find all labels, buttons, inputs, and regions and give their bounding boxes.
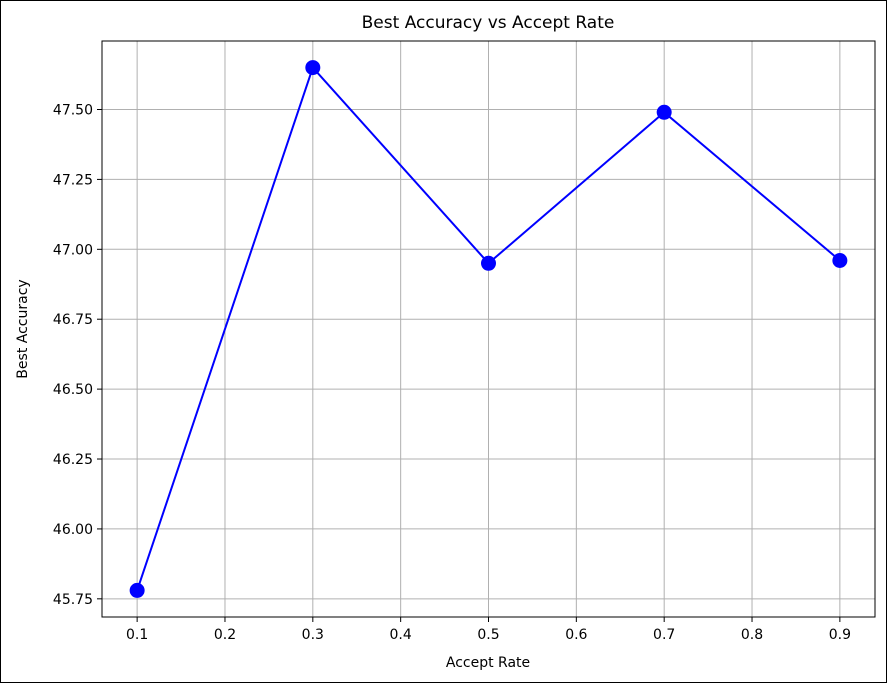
series-layer <box>129 60 848 598</box>
data-point-marker <box>305 60 321 76</box>
data-point-marker <box>129 582 145 598</box>
x-tick-label: 0.2 <box>214 627 236 643</box>
y-axis-label: Best Accuracy <box>15 279 31 378</box>
y-tick-label: 46.75 <box>53 312 93 328</box>
y-tick-label: 45.75 <box>53 592 93 608</box>
y-tick-label: 47.25 <box>53 172 93 188</box>
y-tick-label: 46.25 <box>53 452 93 468</box>
plot-area-border <box>101 40 876 618</box>
data-point-marker <box>656 104 672 120</box>
x-tick-label: 0.6 <box>565 627 587 643</box>
x-axis-label: Accept Rate <box>446 655 530 671</box>
x-tick-label: 0.3 <box>302 627 324 643</box>
x-tick-label: 0.9 <box>829 627 851 643</box>
x-tick-label: 0.5 <box>477 627 499 643</box>
x-tick-label: 0.7 <box>653 627 675 643</box>
data-point-marker <box>832 252 848 268</box>
y-tick-label: 46.00 <box>53 522 93 538</box>
data-point-marker <box>481 255 496 271</box>
x-axis-ticks: 0.1 0.2 0.3 0.4 0.5 0.6 0.7 0.8 0.9 <box>126 617 851 643</box>
y-axis-ticks: 45.75 46.00 46.25 46.50 46.75 47.00 47.25 47.50 <box>53 103 102 608</box>
y-tick-label: 46.50 <box>53 382 93 398</box>
grid-layer <box>102 41 875 617</box>
y-tick-label: 47.50 <box>53 103 93 119</box>
chart-title: Best Accuracy vs Accept Rate <box>362 13 615 33</box>
x-tick-label: 0.8 <box>741 627 763 643</box>
y-tick-label: 47.00 <box>53 242 93 258</box>
x-tick-label: 0.1 <box>126 627 148 643</box>
x-tick-label: 0.4 <box>390 627 412 643</box>
